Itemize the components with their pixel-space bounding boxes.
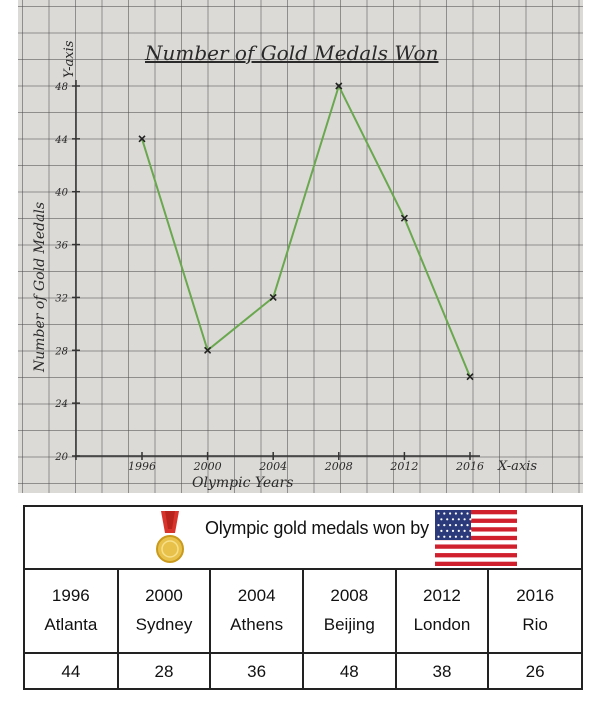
data-point-marker bbox=[400, 214, 408, 222]
x-tick-label: 2004 bbox=[258, 460, 287, 473]
year-cell: 2008 bbox=[330, 586, 369, 605]
usa-flag-icon bbox=[435, 510, 517, 566]
y-tick-label: 32 bbox=[55, 293, 68, 304]
medal-data-table: 1996 Atlanta 2000 Sydney 2004 Athens 2008 Be… bbox=[25, 568, 581, 690]
city-cell: London bbox=[413, 615, 471, 634]
year-cell: 1996 bbox=[51, 586, 90, 605]
x-tick-label: 2008 bbox=[324, 460, 353, 473]
y-tick-label: 36 bbox=[55, 241, 68, 252]
x-tick-label: 2016 bbox=[455, 460, 484, 473]
year-cell: 2004 bbox=[237, 586, 276, 605]
data-point-marker bbox=[335, 82, 343, 90]
table-header: Olympic gold medals won by USA bbox=[25, 507, 581, 570]
y-tick-label: 40 bbox=[54, 188, 68, 199]
medal-count-cell: 48 bbox=[301, 652, 397, 690]
data-point-marker bbox=[204, 346, 212, 354]
series-line bbox=[141, 83, 471, 378]
y-tick-label: 44 bbox=[54, 135, 68, 146]
year-cell: 2012 bbox=[423, 586, 461, 605]
table-cell: 2000 Sydney bbox=[116, 568, 212, 654]
medal-count-cell: 36 bbox=[209, 652, 304, 690]
table-cell: 2004 Athens bbox=[209, 568, 304, 654]
data-point-marker bbox=[138, 135, 146, 143]
table-title: Olympic gold medals won by USA bbox=[205, 518, 471, 538]
city-cell: Atlanta bbox=[44, 615, 98, 634]
table-cell: 2012 London bbox=[394, 568, 490, 654]
x-tick-label: 1996 bbox=[128, 460, 156, 473]
data-point-marker bbox=[269, 293, 277, 301]
table-cell: 2016 Rio bbox=[487, 568, 581, 654]
medal-count-cell: 26 bbox=[487, 652, 581, 690]
line-chart: Number of Gold Medals Won Y-axis X-axis … bbox=[32, 40, 537, 491]
chart-title: Number of Gold Medals Won bbox=[144, 41, 438, 65]
medal-count-cell: 38 bbox=[394, 652, 490, 690]
x-axis-label: Olympic Years bbox=[192, 475, 293, 491]
y-tick-label: 48 bbox=[54, 82, 68, 93]
city-cell: Sydney bbox=[135, 615, 193, 634]
year-cell: 2000 bbox=[145, 586, 183, 605]
medal-count-cell: 28 bbox=[116, 652, 212, 690]
x-tick-label: 2012 bbox=[389, 460, 418, 473]
data-point-marker bbox=[466, 373, 474, 381]
table-cell: 1996 Atlanta bbox=[25, 568, 119, 654]
x-axis-tag: X-axis bbox=[497, 459, 537, 474]
x-tick-label: 2000 bbox=[193, 460, 222, 473]
y-tick-label: 24 bbox=[54, 399, 68, 410]
graph-paper bbox=[18, 0, 583, 493]
city-cell: Rio bbox=[522, 615, 548, 634]
table-cell: 2008 Beijing bbox=[301, 568, 397, 654]
city-cell: Beijing bbox=[323, 615, 375, 634]
y-tick-label: 20 bbox=[54, 452, 68, 463]
city-cell: Athens bbox=[230, 615, 284, 634]
y-axis-tag: Y-axis bbox=[62, 40, 77, 78]
y-axis-label: Number of Gold Medals bbox=[32, 202, 48, 373]
year-cell: 2016 bbox=[516, 586, 555, 605]
medal-count-cell: 44 bbox=[25, 652, 119, 690]
y-tick-label: 28 bbox=[54, 346, 68, 357]
gold-medal-icon bbox=[156, 511, 184, 563]
medal-table: Olympic gold medals won by USA 1996 Atlan… bbox=[23, 505, 583, 690]
